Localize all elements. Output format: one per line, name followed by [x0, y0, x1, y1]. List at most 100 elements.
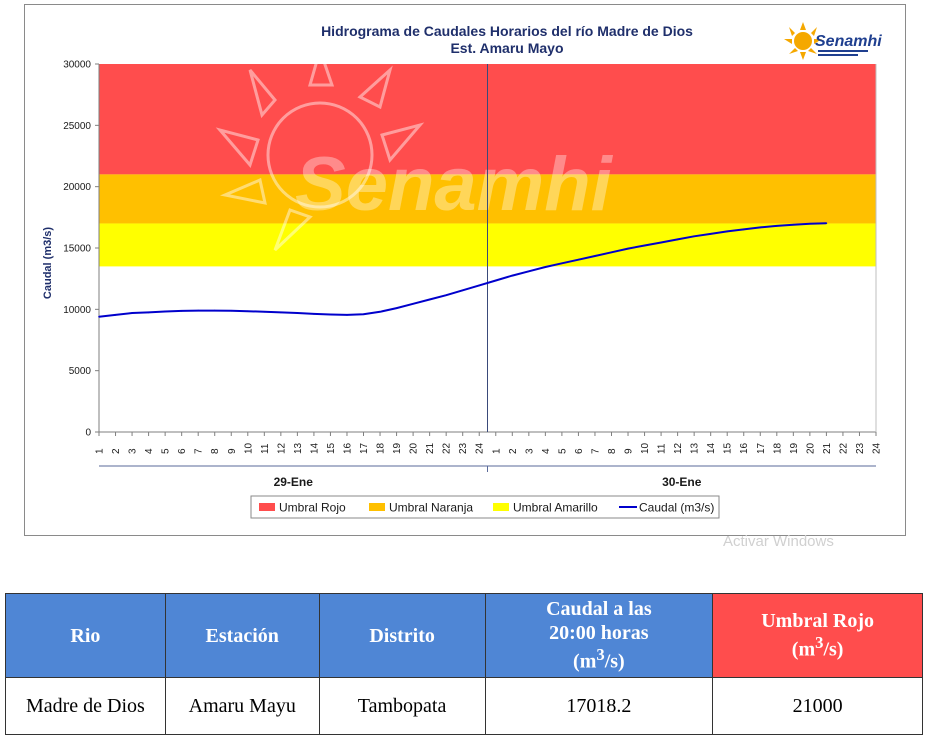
- x-tick-label: 19: [789, 442, 800, 454]
- data-point: [461, 289, 464, 292]
- x-tick-label: 17: [359, 442, 370, 454]
- y-tick-label: 30000: [63, 60, 91, 71]
- legend: Umbral Rojo Umbral Naranja Umbral Amarillo…: [250, 495, 720, 519]
- logo-text: Senamhi: [815, 33, 882, 50]
- x-tick-label: 17: [756, 442, 767, 454]
- data-point: [693, 235, 695, 238]
- x-tick-label: 10: [640, 442, 651, 454]
- data-point: [676, 238, 679, 241]
- legend-swatch: [369, 503, 385, 511]
- x-tick-label: 9: [624, 448, 635, 454]
- cell-distrito: Tambopata: [318, 677, 486, 735]
- data-point: [247, 310, 249, 313]
- x-tick-label: 12: [673, 442, 684, 454]
- x-tick-label: 2: [508, 448, 519, 454]
- x-tick-label: 19: [392, 442, 403, 454]
- chart-subtitle: Est. Amaru Mayo: [450, 40, 563, 56]
- x-tick-label: 1: [95, 448, 106, 454]
- data-point: [263, 311, 266, 313]
- data-point: [660, 241, 662, 244]
- x-tick-label: 13: [690, 442, 701, 454]
- data-point: [280, 311, 282, 314]
- header-caudal-unit-end: /s): [604, 650, 625, 673]
- data-point: [610, 251, 613, 254]
- senamhi-watermark: Senamhi: [215, 44, 614, 252]
- x-tick-label: 23: [855, 442, 866, 454]
- y-tick-label: 0: [85, 428, 91, 439]
- header-rio: Rio: [5, 593, 166, 678]
- header-umbral-line1: Umbral Rojo: [761, 610, 874, 633]
- data-point: [114, 314, 117, 316]
- y-tick-label: 20000: [63, 182, 91, 193]
- legend-label: Umbral Amarillo: [513, 501, 598, 515]
- header-distrito: Distrito: [318, 593, 486, 678]
- x-tick-label: 24: [872, 442, 883, 454]
- x-tick-label: 18: [772, 442, 783, 454]
- data-point: [213, 309, 216, 312]
- data-point: [544, 266, 547, 268]
- data-point: [412, 303, 414, 305]
- x-tick-label: 6: [574, 448, 585, 454]
- header-umbral-unit-sup: 3: [815, 633, 824, 653]
- header-caudal-line1: Caudal a las: [546, 598, 652, 621]
- x-tick-label: 2: [111, 448, 122, 454]
- data-point: [643, 244, 646, 247]
- x-tick-label: 5: [557, 448, 568, 454]
- chart-title: Hidrograma de Caudales Horarios del río …: [321, 23, 693, 39]
- x-tick-label: 11: [260, 443, 271, 454]
- data-point: [478, 284, 481, 287]
- x-tick-label: 8: [210, 448, 221, 454]
- x-tick-label: 24: [475, 442, 486, 454]
- data-point: [329, 313, 332, 316]
- data-point: [726, 230, 728, 233]
- header-caudal: Caudal a las 20:00 horas (m3/s): [484, 593, 714, 678]
- legend-swatch: [259, 503, 275, 511]
- header-caudal-unit-sup: 3: [596, 645, 605, 665]
- x-tick-label: 3: [128, 448, 139, 454]
- x-tick-label: 22: [838, 442, 849, 454]
- legend-label: Caudal (m3/s): [639, 501, 714, 515]
- x-tick-label: 7: [194, 448, 205, 454]
- x-tick-label: 21: [822, 442, 833, 454]
- data-point: [759, 226, 762, 229]
- chart-panel: Senamhi 0 5000 10000 15000 20000 25000 30000 1 2…: [24, 4, 906, 550]
- x-tick-label: 14: [309, 442, 320, 454]
- x-tick-label: 13: [293, 442, 304, 454]
- x-tick-label: 16: [342, 442, 353, 454]
- legend-label: Umbral Naranja: [389, 501, 473, 515]
- data-point: [511, 274, 514, 277]
- y-tick-label: 25000: [63, 121, 91, 132]
- data-point: [792, 223, 795, 226]
- x-tick-label: 20: [409, 442, 420, 454]
- x-tick-label: 14: [706, 442, 717, 454]
- legend-box: [250, 495, 720, 519]
- x-tick-label: 6: [177, 448, 188, 454]
- sun-icon: [784, 22, 822, 60]
- x-tick-label: 23: [458, 442, 469, 454]
- watermark-text: Senamhi: [295, 142, 614, 227]
- data-point: [627, 247, 629, 250]
- x-tick-label: 12: [276, 442, 287, 454]
- data-point: [395, 307, 398, 309]
- legend-swatch: [493, 503, 509, 511]
- legend-label: Umbral Rojo: [279, 501, 346, 515]
- data-point: [428, 298, 431, 301]
- header-umbral-unit-end: /s): [823, 638, 844, 661]
- x-tick-label: 15: [326, 442, 337, 454]
- x-tick-label: 20: [805, 442, 816, 454]
- data-point: [776, 225, 778, 227]
- header-caudal-line2: 20:00 horas: [549, 622, 649, 645]
- x-tick-label: 22: [442, 442, 453, 454]
- data-point: [98, 315, 100, 318]
- x-tick-label: 18: [376, 442, 387, 454]
- header-estacion: Estación: [164, 593, 320, 678]
- x-tick-label: 16: [739, 442, 750, 454]
- data-point: [164, 310, 166, 313]
- y-tick-label: 10000: [63, 305, 91, 316]
- data-point: [577, 258, 580, 261]
- x-tick-label: 11: [657, 443, 668, 454]
- series-caudal: [98, 222, 828, 318]
- header-umbral-unit-base: (m: [791, 638, 816, 661]
- data-point: [709, 233, 712, 235]
